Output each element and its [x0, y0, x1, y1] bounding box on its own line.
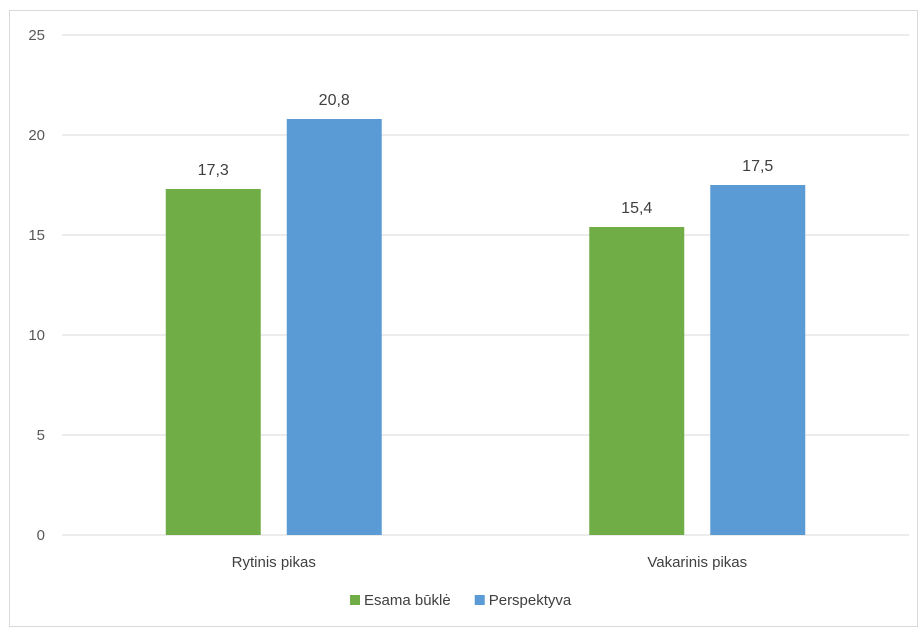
legend-swatch — [350, 595, 360, 605]
y-tick-label: 20 — [28, 127, 45, 144]
bar — [165, 189, 261, 535]
data-label: 17,5 — [742, 158, 773, 175]
x-category-label: Vakarinis pikas — [647, 554, 747, 571]
x-category-label: Rytinis pikas — [232, 554, 316, 571]
y-tick-label: 5 — [37, 427, 45, 444]
y-tick-label: 0 — [37, 527, 45, 544]
y-tick-label: 10 — [28, 327, 45, 344]
data-label: 20,8 — [319, 92, 350, 109]
legend-swatch — [474, 595, 485, 605]
legend-label: Esama būklė — [364, 592, 451, 609]
data-label: 15,4 — [621, 200, 652, 217]
y-tick-label: 25 — [28, 27, 45, 44]
y-tick-label: 15 — [28, 227, 45, 244]
data-label: 17,3 — [198, 162, 229, 179]
legend-label: Perspektyva — [489, 592, 572, 609]
bar — [589, 227, 685, 535]
bar — [286, 119, 382, 535]
bar — [710, 185, 806, 535]
